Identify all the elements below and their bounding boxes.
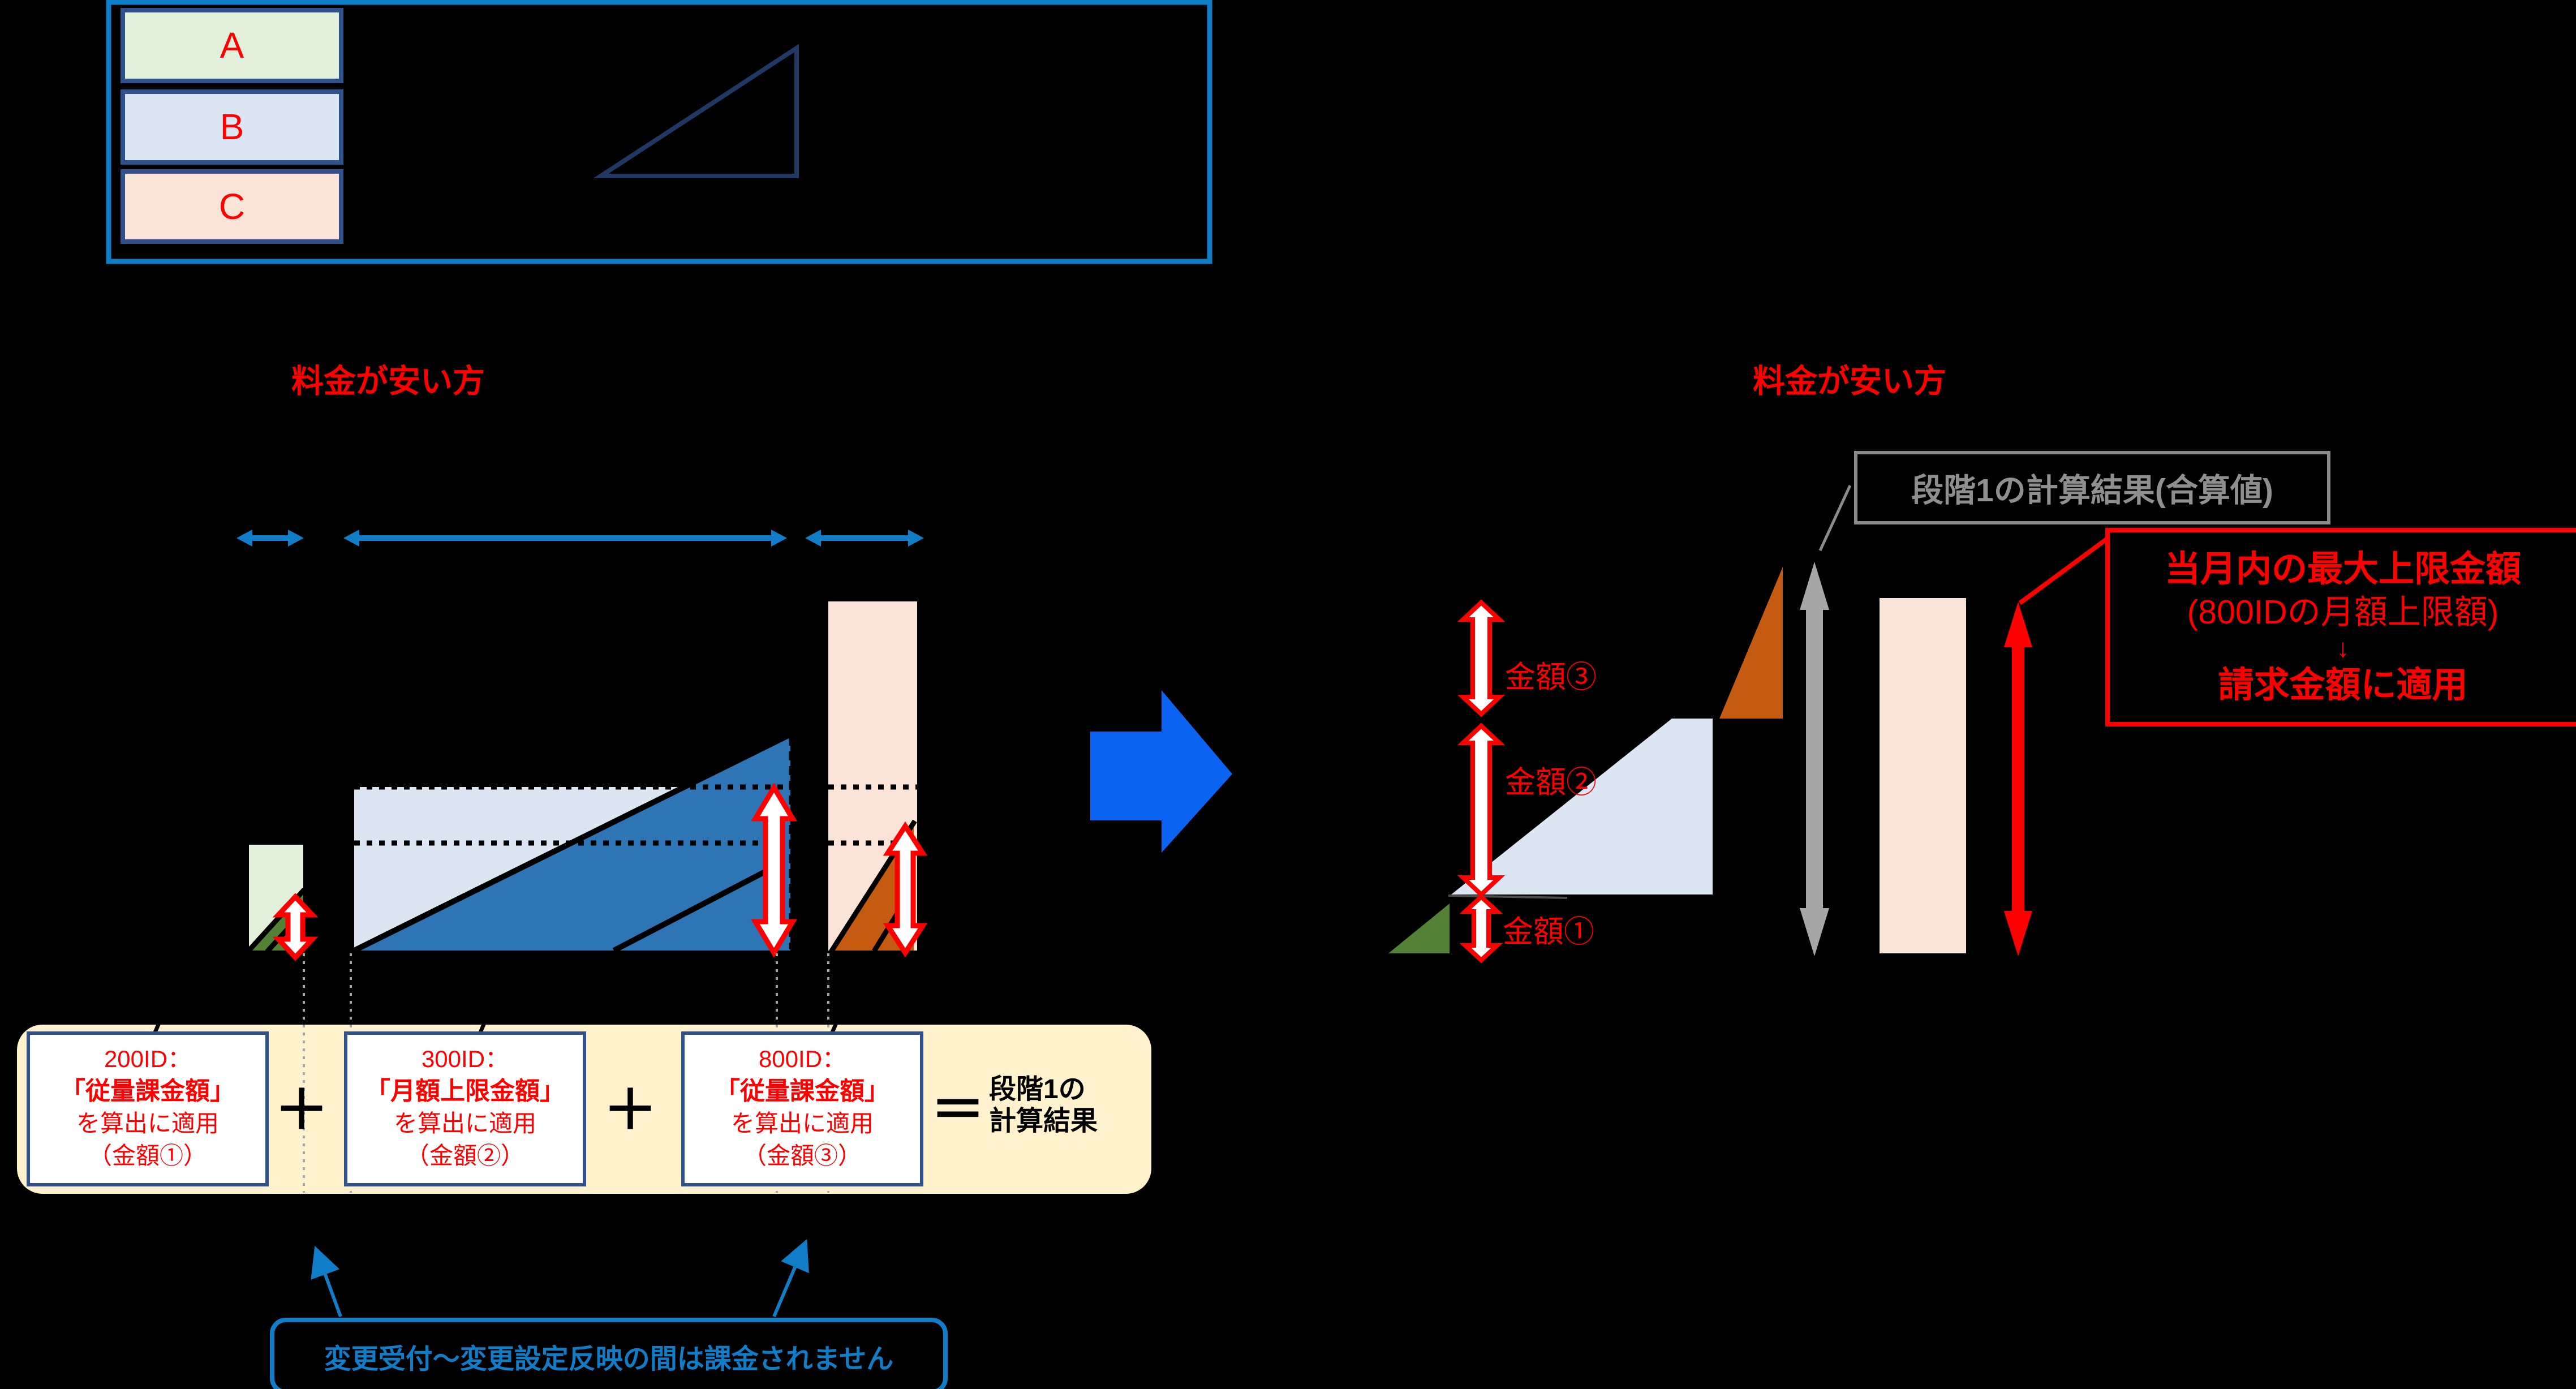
formula-box-800id-line3: を算出に適用 [730,1110,874,1137]
legend-swatch-b [121,89,343,165]
legend-label-b: B [220,106,244,147]
measure-arrow-200id [272,893,319,961]
formula-box-800id: 800ID： 「従量課金額」 を算出に適用 （金額③） [681,1031,923,1186]
duration-arrow-200id [236,530,304,547]
formula-box-200id-line2: 「従量課金額」 [61,1077,235,1105]
formula-box-300id-line2: 「月額上限金額」 [365,1077,565,1105]
formula-box-200id: 200ID： 「従量課金額」 を算出に適用 （金額①） [27,1031,269,1186]
sum-leader-line [1818,484,1852,552]
plus-sign-1: ＋ [274,1080,329,1141]
amount1-label: 金額① [1503,915,1594,949]
cap-leader-line [2018,534,2112,605]
legend-swatch-c [121,169,343,244]
note-arrow-left [311,1245,342,1318]
plus-sign-2: ＋ [603,1080,657,1141]
stage1-result-box: 段階1の計算結果(合算値) [1854,451,2330,524]
amount3-arrow [1457,599,1506,717]
hatch-line-300id [612,865,774,953]
amount1-arrow [1459,893,1503,964]
cap-bar-800id [1880,598,1966,953]
duration-arrow-300id [343,530,787,547]
stacked-triangle-orange [1719,567,1783,719]
no-charge-note-text: 変更受付～変更設定反映の間は課金されません [324,1344,894,1374]
legend-frame [106,0,1212,264]
duration-arrow-800id [805,530,924,547]
usage-line-300id [352,732,792,953]
note-arrow-right [772,1239,809,1318]
formula-box-300id-line1: 300ID： [421,1046,509,1072]
formula-box-300id: 300ID： 「月額上限金額」 を算出に適用 （金額②） [344,1031,586,1186]
cap-line3: 請求金額に適用 [2218,665,2468,705]
formula-result-text: 段階1の 計算結果 [989,1074,1098,1137]
formula-result-line2: 計算結果 [989,1106,1098,1136]
formula-box-300id-line4: （金額②） [405,1142,524,1169]
cap-line2: (800IDの月額上限額) [2187,593,2499,631]
right-cheaper-title: 料金が安い方 [1753,363,1946,399]
cap-line1: 当月内の最大上限金額 [2165,549,2521,589]
amount3-label: 金額③ [1505,660,1597,694]
legend-label-c: C [218,186,246,227]
transform-block-arrow [1090,690,1232,853]
formula-box-200id-line4: （金額①） [88,1142,207,1169]
monthly-cap-box: 当月内の最大上限金額 (800IDの月額上限額) ↓ 請求金額に適用 [2105,528,2576,726]
formula-result-line1: 段階1の [989,1074,1086,1104]
left-cheaper-title: 料金が安い方 [291,363,485,399]
formula-box-300id-line3: を算出に適用 [393,1110,536,1137]
stacked-quad-baseline [1448,895,1568,899]
no-charge-note-box: 変更受付～変更設定反映の間は課金されません [270,1318,948,1389]
measure-arrow-300id [751,782,797,958]
amount2-label: 金額② [1505,766,1597,799]
legend-usage-triangle [593,44,799,178]
measure-arrow-800id [883,821,928,958]
stacked-quad-blue [1451,719,1713,895]
cap-down-arrow-icon: ↓ [2336,633,2350,663]
formula-box-200id-line3: を算出に適用 [76,1110,219,1137]
stacked-triangle-green [1388,904,1450,953]
formula-box-800id-line1: 800ID： [758,1046,846,1072]
formula-box-800id-line4: （金額③） [742,1142,862,1169]
legend-swatch-a [121,8,343,83]
equals-sign: ＝ [931,1080,985,1141]
sum-total-arrow [1800,562,1829,956]
legend-label-a: A [220,25,244,66]
formula-box-800id-line2: 「従量課金額」 [715,1077,889,1105]
formula-box-200id-line1: 200ID： [104,1046,192,1072]
billed-amount-arrow [2004,602,2032,956]
